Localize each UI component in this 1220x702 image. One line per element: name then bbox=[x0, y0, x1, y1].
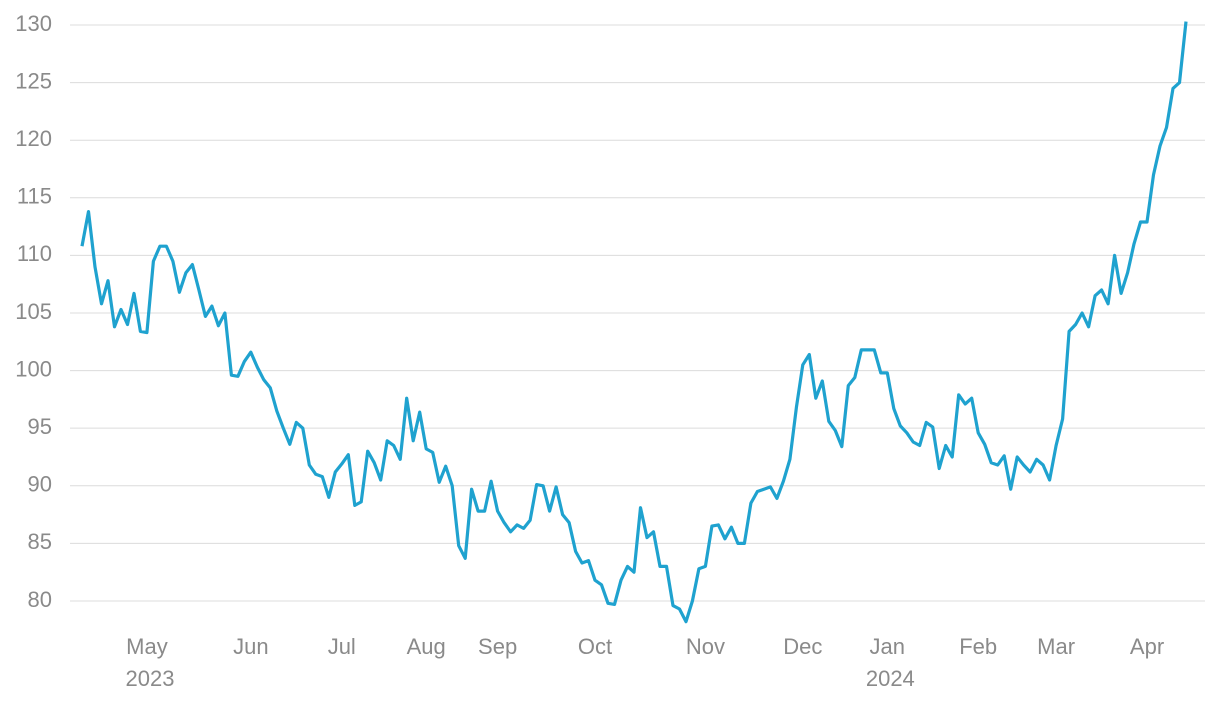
x-tick-label: Mar bbox=[1037, 634, 1075, 659]
y-tick-label: 105 bbox=[15, 299, 52, 324]
x-tick-label: Sep bbox=[478, 634, 517, 659]
x-tick-label: Dec bbox=[783, 634, 822, 659]
x-tick-label: Feb bbox=[959, 634, 997, 659]
line bbox=[80, 21, 1188, 624]
x-tick-label: May 2023 bbox=[119, 634, 174, 691]
y-tick-label: 85 bbox=[28, 529, 52, 554]
x-tick-label: Jan 2024 bbox=[860, 634, 915, 691]
y-tick-label: 90 bbox=[28, 472, 52, 497]
x-tick-label: Nov bbox=[686, 634, 725, 659]
x-tick-label: Jul bbox=[328, 634, 356, 659]
y-tick-label: 100 bbox=[15, 356, 52, 381]
x-tick-label: Jun bbox=[233, 634, 268, 659]
y-tick-label: 80 bbox=[28, 587, 52, 612]
y-tick-label: 115 bbox=[17, 184, 52, 209]
y-tick-label: 125 bbox=[15, 68, 52, 93]
x-tick-label: Aug bbox=[407, 634, 446, 659]
y-tick-label: 110 bbox=[17, 241, 52, 266]
y-tick-label: 95 bbox=[28, 414, 52, 439]
x-tick-label: Oct bbox=[578, 634, 612, 659]
y-tick-label: 130 bbox=[15, 11, 52, 36]
x-tick-label: Apr bbox=[1130, 634, 1164, 659]
y-tick-label: 120 bbox=[15, 126, 52, 151]
